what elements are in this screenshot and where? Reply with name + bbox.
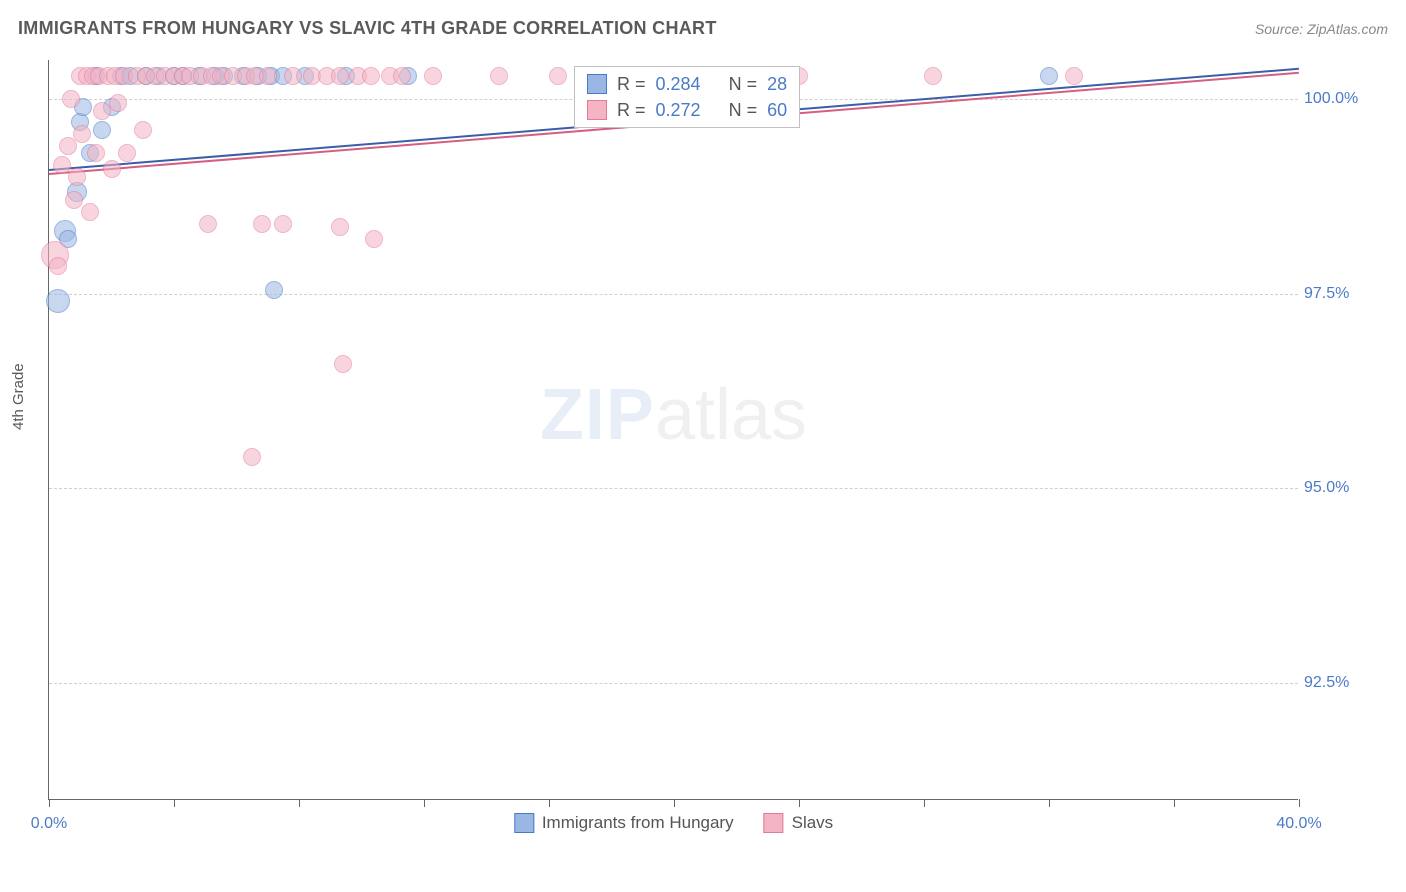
y-tick-label: 100.0% — [1304, 90, 1374, 108]
point-slavs — [73, 125, 91, 143]
point-slavs — [134, 121, 152, 139]
point-slavs — [365, 230, 383, 248]
point-hungary — [1040, 67, 1058, 85]
point-slavs — [199, 215, 217, 233]
point-hungary — [46, 289, 70, 313]
y-tick-label: 97.5% — [1304, 285, 1374, 303]
y-axis-label: 4th Grade — [10, 363, 27, 430]
point-hungary — [265, 281, 283, 299]
legend-swatch — [587, 74, 607, 94]
watermark: ZIPatlas — [540, 374, 807, 456]
legend-swatch — [764, 813, 784, 833]
legend-series-label: Slavs — [792, 813, 834, 833]
y-tick-label: 92.5% — [1304, 674, 1374, 692]
legend-n-value: 28 — [767, 74, 787, 95]
legend-swatch — [514, 813, 534, 833]
legend-n-label: N = — [729, 74, 758, 95]
correlation-legend-box: R = 0.284 N = 28 R = 0.272 N = 60 — [574, 66, 800, 128]
point-slavs — [62, 90, 80, 108]
point-slavs — [274, 215, 292, 233]
y-gridline — [49, 488, 1298, 489]
x-tick — [1174, 799, 1175, 807]
x-tick — [424, 799, 425, 807]
watermark-zip: ZIP — [540, 375, 655, 455]
legend-n-value: 60 — [767, 100, 787, 121]
point-slavs — [259, 67, 277, 85]
x-tick — [1299, 799, 1300, 807]
x-tick — [174, 799, 175, 807]
point-slavs — [1065, 67, 1083, 85]
point-slavs — [81, 203, 99, 221]
x-tick — [549, 799, 550, 807]
legend-r-value: 0.284 — [656, 74, 701, 95]
point-slavs — [68, 168, 86, 186]
point-slavs — [393, 67, 411, 85]
legend-r-value: 0.272 — [656, 100, 701, 121]
correlation-legend-row: R = 0.272 N = 60 — [587, 97, 787, 123]
point-slavs — [109, 94, 127, 112]
point-slavs — [549, 67, 567, 85]
point-slavs — [362, 67, 380, 85]
point-slavs — [424, 67, 442, 85]
x-tick — [49, 799, 50, 807]
point-slavs — [253, 215, 271, 233]
x-tick — [924, 799, 925, 807]
y-gridline — [49, 683, 1298, 684]
source-label: Source: ZipAtlas.com — [1255, 21, 1388, 37]
point-slavs — [87, 144, 105, 162]
x-tick — [799, 799, 800, 807]
watermark-atlas: atlas — [655, 375, 807, 455]
legend-r-label: R = — [617, 74, 646, 95]
point-slavs — [490, 67, 508, 85]
bottom-legend-item: Slavs — [764, 813, 834, 833]
legend-n-label: N = — [729, 100, 758, 121]
legend-series-label: Immigrants from Hungary — [542, 813, 734, 833]
bottom-legend: Immigrants from Hungary Slavs — [514, 813, 833, 833]
point-slavs — [53, 156, 71, 174]
point-slavs — [49, 257, 67, 275]
x-tick — [1049, 799, 1050, 807]
point-slavs — [924, 67, 942, 85]
y-tick-label: 95.0% — [1304, 479, 1374, 497]
point-slavs — [331, 67, 349, 85]
point-slavs — [334, 355, 352, 373]
x-tick — [674, 799, 675, 807]
point-slavs — [118, 144, 136, 162]
plot-area: ZIPatlas Immigrants from HungarySlavs 92… — [48, 60, 1298, 800]
point-slavs — [65, 191, 83, 209]
chart-title: IMMIGRANTS FROM HUNGARY VS SLAVIC 4TH GR… — [18, 18, 717, 39]
x-tick-label: 0.0% — [31, 815, 67, 833]
point-slavs — [331, 218, 349, 236]
point-slavs — [103, 160, 121, 178]
x-tick — [299, 799, 300, 807]
x-tick-label: 40.0% — [1276, 815, 1321, 833]
legend-r-label: R = — [617, 100, 646, 121]
legend-swatch — [587, 100, 607, 120]
point-slavs — [243, 448, 261, 466]
header-bar: IMMIGRANTS FROM HUNGARY VS SLAVIC 4TH GR… — [18, 18, 1388, 39]
correlation-legend-row: R = 0.284 N = 28 — [587, 71, 787, 97]
bottom-legend-item: Immigrants from Hungary — [514, 813, 734, 833]
y-gridline — [49, 294, 1298, 295]
point-hungary — [93, 121, 111, 139]
point-slavs — [284, 67, 302, 85]
